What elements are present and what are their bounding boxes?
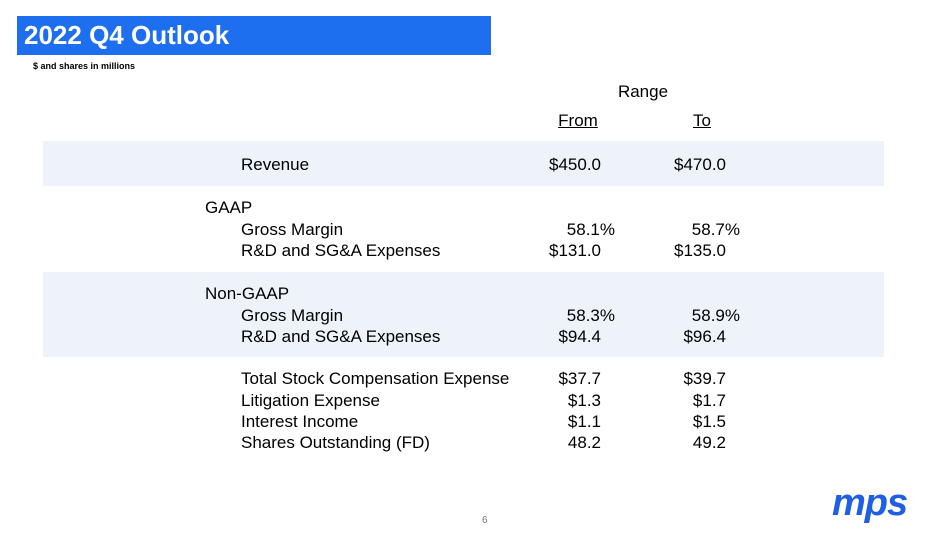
row-label: Interest Income	[241, 412, 359, 431]
title: 2022 Q4 Outlook	[24, 20, 230, 50]
row-label: Revenue	[241, 155, 310, 174]
section-heading: GAAP	[205, 198, 253, 217]
to-value: $1.5	[692, 412, 726, 431]
from-value: 58.3%	[566, 306, 615, 325]
from-value: 58.1%	[566, 220, 615, 239]
to-value: $96.4	[683, 327, 726, 346]
range-label: Range	[617, 82, 669, 101]
subtitle: $ and shares in millions	[33, 61, 136, 71]
row-label: R&D and SG&A Expenses	[241, 327, 441, 346]
row-label: Shares Outstanding (FD)	[241, 433, 430, 452]
from-value: $131.0	[549, 241, 601, 260]
row-label: R&D and SG&A Expenses	[241, 241, 441, 260]
column-header: To	[693, 111, 711, 130]
page-number: 6	[482, 515, 488, 526]
from-value: $37.7	[558, 369, 601, 388]
to-value: $1.7	[692, 391, 726, 410]
to-value: $39.7	[683, 369, 726, 388]
row-label: Total Stock Compensation Expense	[241, 369, 510, 388]
row-label: Gross Margin	[241, 306, 344, 325]
from-value: $450.0	[549, 155, 601, 174]
row-band	[43, 272, 884, 357]
to-value: $135.0	[674, 241, 726, 260]
title-bar	[17, 16, 491, 55]
from-value: $1.3	[567, 391, 601, 410]
logo: mps	[832, 482, 908, 524]
column-header: From	[558, 111, 598, 130]
to-value: 58.9%	[691, 306, 740, 325]
to-value: 58.7%	[691, 220, 740, 239]
row-label: Gross Margin	[241, 220, 344, 239]
to-value: $470.0	[674, 155, 726, 174]
from-value: 48.2	[567, 433, 601, 452]
to-value: 49.2	[692, 433, 726, 452]
row-label: Litigation Expense	[241, 391, 380, 410]
section-heading: Non-GAAP	[205, 284, 290, 303]
from-value: $94.4	[558, 327, 601, 346]
from-value: $1.1	[567, 412, 601, 431]
row-band	[43, 141, 884, 186]
